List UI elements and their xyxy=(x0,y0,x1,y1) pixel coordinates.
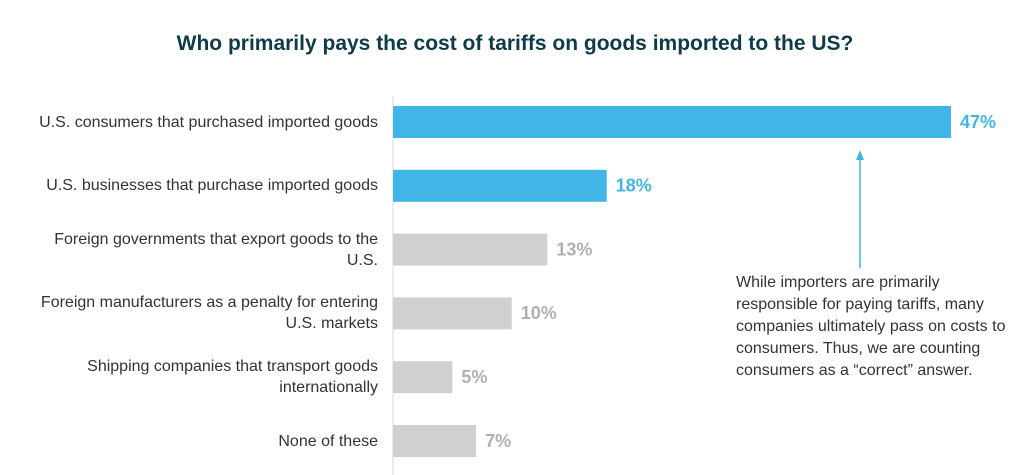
category-label: U.S. consumers that purchased imported g… xyxy=(39,113,378,131)
value-label: 18% xyxy=(616,176,652,196)
bar xyxy=(393,361,453,394)
annotation: While importers are primarily responsibl… xyxy=(736,274,1006,379)
value-label: 5% xyxy=(461,367,487,387)
value-label: 10% xyxy=(521,303,557,323)
chart-title: Who primarily pays the cost of tariffs o… xyxy=(176,32,854,55)
category-label: Shipping companies that transport goods … xyxy=(87,358,378,397)
category-label: None of these xyxy=(278,432,378,450)
arrow-head xyxy=(856,150,864,160)
bar xyxy=(393,425,477,457)
value-label: 7% xyxy=(485,431,511,451)
value-label: 13% xyxy=(556,239,592,259)
bar xyxy=(393,169,607,202)
category-label: Foreign governments that export goods to… xyxy=(54,230,378,269)
bar xyxy=(393,233,548,266)
category-label: U.S. businesses that purchase imported g… xyxy=(46,177,378,195)
bar xyxy=(393,106,951,138)
bar xyxy=(393,297,512,330)
value-label: 47% xyxy=(960,112,996,132)
category-label: Foreign manufacturers as a penalty for e… xyxy=(40,294,378,333)
